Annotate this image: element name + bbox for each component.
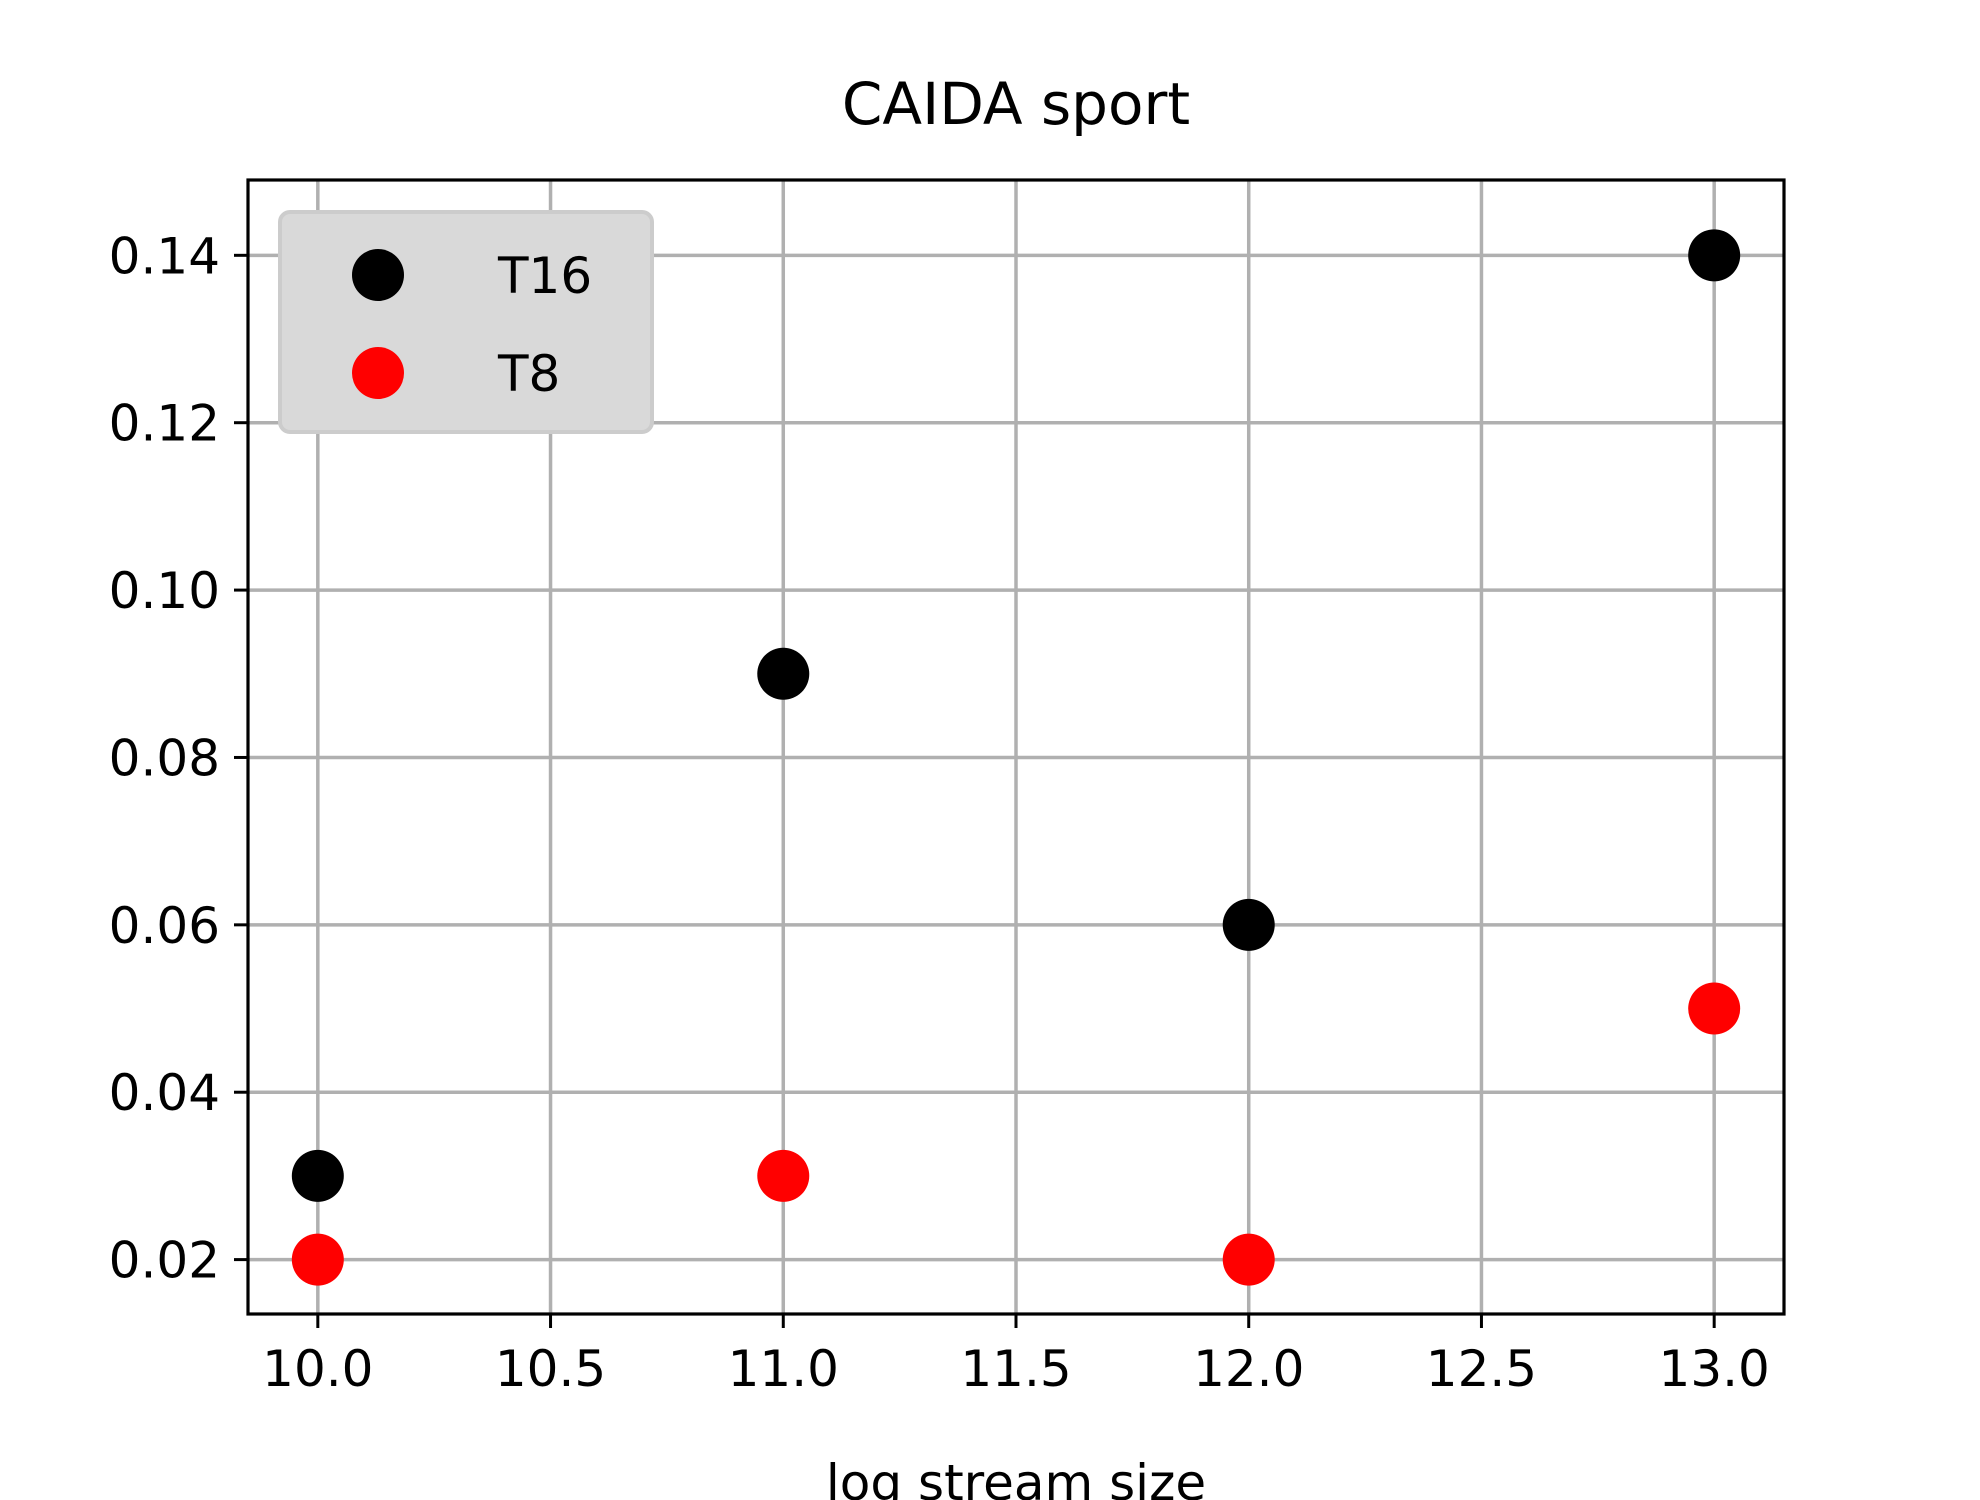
legend-marker-t8: [352, 347, 404, 399]
legend: T16 T8: [278, 210, 654, 434]
y-tick-label: 0.08: [109, 729, 220, 787]
plot-frame: [246, 178, 1786, 1316]
data-point-t16: [291, 1149, 344, 1202]
data-points: [291, 229, 1741, 1286]
data-point-t16: [1688, 229, 1741, 282]
legend-label-t16: T16: [497, 247, 592, 305]
legend-box: [278, 210, 654, 434]
data-point-t8: [757, 1149, 810, 1202]
y-tick-label: 0.12: [109, 395, 220, 453]
x-tick-label: 10.5: [495, 1340, 606, 1398]
y-axis-ticks: 0.02 0.04 0.06 0.08 0.10 0.12 0.14: [109, 227, 248, 1290]
x-axis-ticks: 10.0 10.5 11.0 11.5 12.0 12.5 13.0: [262, 1314, 1770, 1398]
y-tick-label: 0.14: [109, 227, 220, 285]
y-tick-label: 0.10: [109, 562, 220, 620]
chart-title: CAIDA sport: [842, 70, 1190, 138]
data-point-t16: [757, 647, 810, 700]
data-point-t8: [291, 1233, 344, 1286]
y-tick-label: 0.04: [109, 1064, 220, 1122]
legend-label-t8: T8: [497, 345, 560, 403]
x-tick-label: 10.0: [262, 1340, 373, 1398]
legend-marker-t16: [352, 249, 404, 301]
x-tick-label: 12.0: [1193, 1340, 1304, 1398]
x-tick-label: 11.0: [728, 1340, 839, 1398]
x-tick-label: 11.5: [960, 1340, 1071, 1398]
data-point-t16: [1222, 898, 1275, 951]
grid-lines: [248, 180, 1784, 1314]
x-tick-label: 13.0: [1659, 1340, 1770, 1398]
x-tick-label: 12.5: [1426, 1340, 1537, 1398]
y-tick-label: 0.06: [109, 897, 220, 955]
y-tick-label: 0.02: [109, 1232, 220, 1290]
data-point-t8: [1222, 1233, 1275, 1286]
x-axis-label: log stream size: [826, 1454, 1206, 1500]
data-point-t8: [1688, 982, 1741, 1035]
